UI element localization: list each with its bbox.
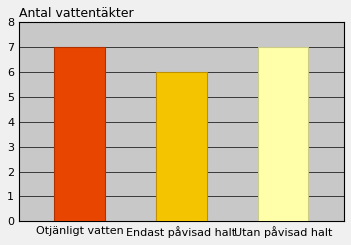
Bar [54,47,105,221]
Bar [156,72,207,221]
Text: Antal vattentäkter: Antal vattentäkter [19,7,134,20]
Bar [258,47,309,221]
